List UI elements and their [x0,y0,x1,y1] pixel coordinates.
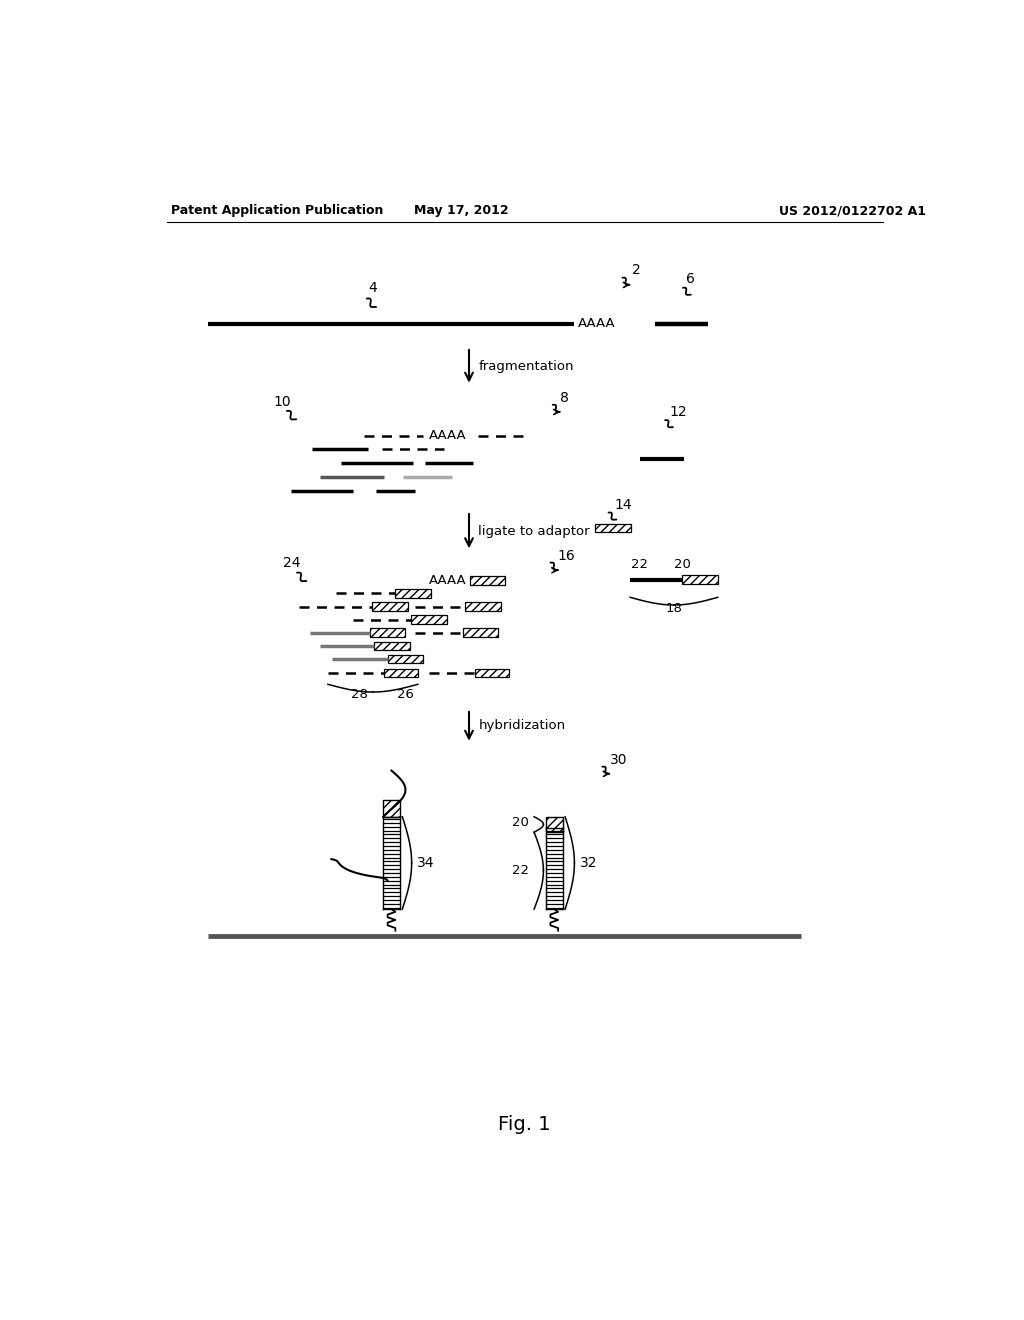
Text: 24: 24 [283,557,300,570]
Bar [372,602,408,611]
Text: 12: 12 [669,405,686,418]
Text: AAAA: AAAA [429,574,466,587]
Text: Fig. 1: Fig. 1 [499,1115,551,1134]
Text: 20: 20 [674,558,690,572]
Bar [470,576,506,585]
Text: 26: 26 [397,688,414,701]
Text: 34: 34 [417,855,434,870]
Bar [383,800,400,817]
Text: 14: 14 [614,498,633,512]
Bar [546,817,563,832]
Text: 6: 6 [686,272,695,286]
Bar [375,642,410,649]
Text: Patent Application Publication: Patent Application Publication [171,205,383,218]
Text: 22: 22 [512,865,528,878]
Bar [384,668,418,677]
Text: May 17, 2012: May 17, 2012 [414,205,509,218]
Text: 30: 30 [610,752,628,767]
Text: 2: 2 [632,263,640,277]
Text: hybridization: hybridization [478,719,565,733]
Text: 28: 28 [350,688,368,701]
Text: 18: 18 [666,602,683,615]
Bar [370,628,406,638]
Text: AAAA: AAAA [429,429,466,442]
Text: ligate to adaptor: ligate to adaptor [478,524,590,537]
Text: fragmentation: fragmentation [478,360,573,372]
Text: 32: 32 [580,855,597,870]
Bar [595,524,631,532]
Bar [475,668,509,677]
Bar [395,589,431,598]
Text: 22: 22 [631,558,648,572]
Bar [411,615,446,624]
Text: 4: 4 [369,281,377,294]
Bar [465,602,501,611]
Bar [463,628,499,638]
Bar [682,576,718,583]
Text: AAAA: AAAA [578,317,615,330]
Text: 16: 16 [557,549,575,562]
Text: 8: 8 [560,391,569,405]
Bar [388,655,423,663]
Text: US 2012/0122702 A1: US 2012/0122702 A1 [779,205,926,218]
Text: 20: 20 [512,816,528,829]
Text: 10: 10 [273,395,291,409]
